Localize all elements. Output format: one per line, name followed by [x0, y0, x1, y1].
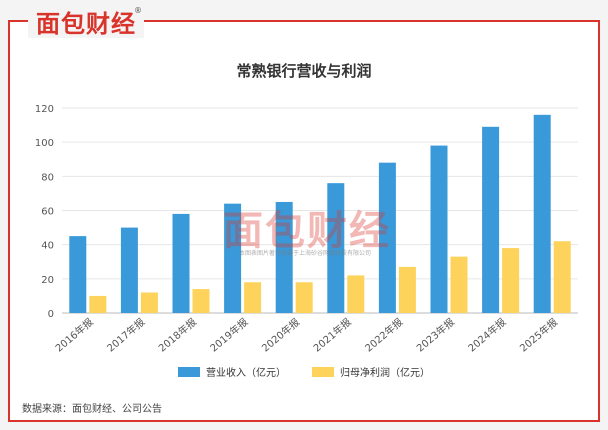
y-tick-label: 0	[48, 309, 54, 320]
bar-net-profit	[450, 256, 468, 313]
y-tick-label: 40	[41, 241, 54, 252]
x-tick-label: 2017年报	[104, 315, 147, 354]
bar-revenue	[533, 114, 551, 313]
registered-mark: ®	[134, 6, 142, 15]
bar-net-profit	[89, 295, 107, 313]
legend-label-profit: 归母净利润（亿元）	[340, 368, 430, 379]
chart-title: 常熟银行营收与利润	[236, 62, 372, 80]
y-tick-label: 100	[35, 138, 54, 149]
bar-revenue	[378, 162, 396, 313]
bar-revenue	[120, 227, 138, 313]
y-tick-label: 120	[35, 104, 54, 115]
legend-label-revenue: 营业收入（亿元）	[206, 368, 286, 379]
bar-net-profit	[502, 248, 520, 313]
bar-revenue	[69, 236, 87, 313]
bar-revenue	[224, 203, 242, 313]
legend-swatch-revenue	[178, 366, 200, 377]
x-tick-label: 2020年报	[259, 315, 302, 354]
legend-item-revenue: 营业收入（亿元）	[178, 364, 286, 379]
data-source: 数据来源：面包财经、公司公告	[22, 404, 162, 415]
legend-item-profit: 归母净利润（亿元）	[312, 364, 430, 379]
bar-net-profit	[244, 282, 262, 313]
watermark-subtext: 本图表图片著作权属于上海砂谷网络科技有限公司	[238, 250, 371, 257]
x-tick-label: 2021年报	[311, 315, 354, 354]
legend: 营业收入（亿元） 归母净利润（亿元）	[0, 364, 608, 379]
bar-net-profit	[192, 289, 210, 313]
x-tick-label: 2019年报	[207, 315, 250, 354]
x-tick-label: 2025年报	[517, 315, 560, 354]
bar-net-profit	[398, 266, 416, 313]
logo: 面包财经 ®	[28, 4, 144, 38]
bar-revenue	[430, 145, 448, 313]
logo-text: 面包财经	[36, 9, 136, 38]
x-tick-label: 2024年报	[465, 315, 508, 354]
y-tick-label: 80	[41, 172, 54, 183]
x-tick-label: 2016年报	[53, 315, 96, 354]
bar-revenue	[172, 213, 190, 313]
bar-net-profit	[347, 275, 365, 313]
x-tick-label: 2022年报	[362, 315, 405, 354]
bar-net-profit	[140, 292, 158, 313]
legend-swatch-profit	[312, 366, 334, 377]
y-tick-label: 20	[41, 275, 54, 286]
bar-net-profit	[295, 282, 313, 313]
bar-revenue	[275, 201, 293, 313]
chart-frame	[8, 20, 600, 422]
bar-net-profit	[553, 241, 571, 313]
watermark: 面包财经	[223, 208, 391, 254]
x-tick-label: 2023年报	[414, 315, 457, 354]
bar-revenue	[482, 126, 500, 314]
x-tick-label: 2018年报	[156, 315, 199, 354]
bar-revenue	[327, 183, 345, 313]
y-tick-label: 60	[41, 207, 54, 218]
